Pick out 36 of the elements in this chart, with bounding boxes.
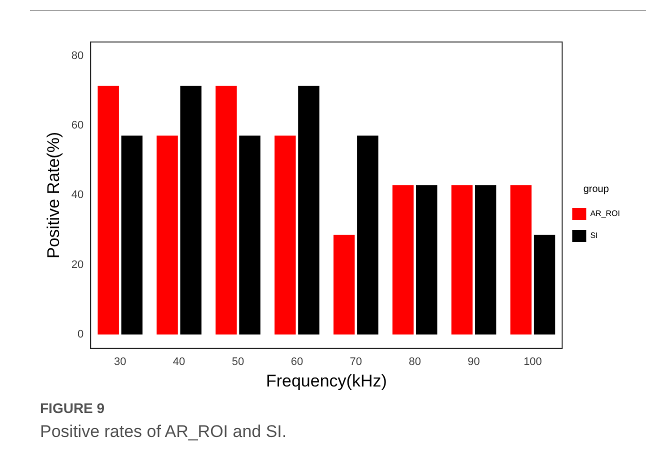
bar <box>534 234 556 334</box>
legend-label: SI <box>590 231 598 240</box>
y-tick-label: 0 <box>78 328 84 341</box>
legend-label: AR_ROI <box>590 209 620 218</box>
bar <box>416 185 438 334</box>
x-tick-label: 100 <box>524 356 542 368</box>
bar <box>239 136 260 334</box>
y-tick-label: 40 <box>71 189 84 202</box>
bar <box>510 185 532 334</box>
bar <box>451 185 473 334</box>
x-tick-label: 40 <box>172 356 186 368</box>
text: Positive rates of AR_ROI and SI. <box>40 422 287 442</box>
bar <box>334 234 355 334</box>
bar <box>474 185 496 334</box>
bar <box>156 136 178 334</box>
bar <box>121 136 143 334</box>
caption: FIGURE 9 <box>40 400 105 416</box>
bar <box>274 136 296 334</box>
bar <box>180 86 202 334</box>
bar <box>98 86 119 334</box>
legend-title: group <box>583 184 610 195</box>
bar <box>298 86 320 334</box>
x-tick-label: 90 <box>468 356 480 368</box>
x-tick-label: 70 <box>350 356 362 368</box>
x-axis-title: Frequency(kHz) <box>266 371 387 390</box>
bar <box>216 86 237 334</box>
y-tick-label: 80 <box>71 50 84 62</box>
bar <box>357 136 378 334</box>
x-tick-label: 30 <box>114 356 126 368</box>
y-axis-title: Positive Rate(%) <box>44 132 63 259</box>
y-tick-label: 60 <box>71 120 84 132</box>
x-tick-label: 50 <box>232 356 244 368</box>
x-tick-label: 60 <box>290 356 304 368</box>
x-tick-label: 80 <box>408 356 421 368</box>
bar <box>392 185 414 334</box>
y-tick-label: 20 <box>71 258 84 271</box>
